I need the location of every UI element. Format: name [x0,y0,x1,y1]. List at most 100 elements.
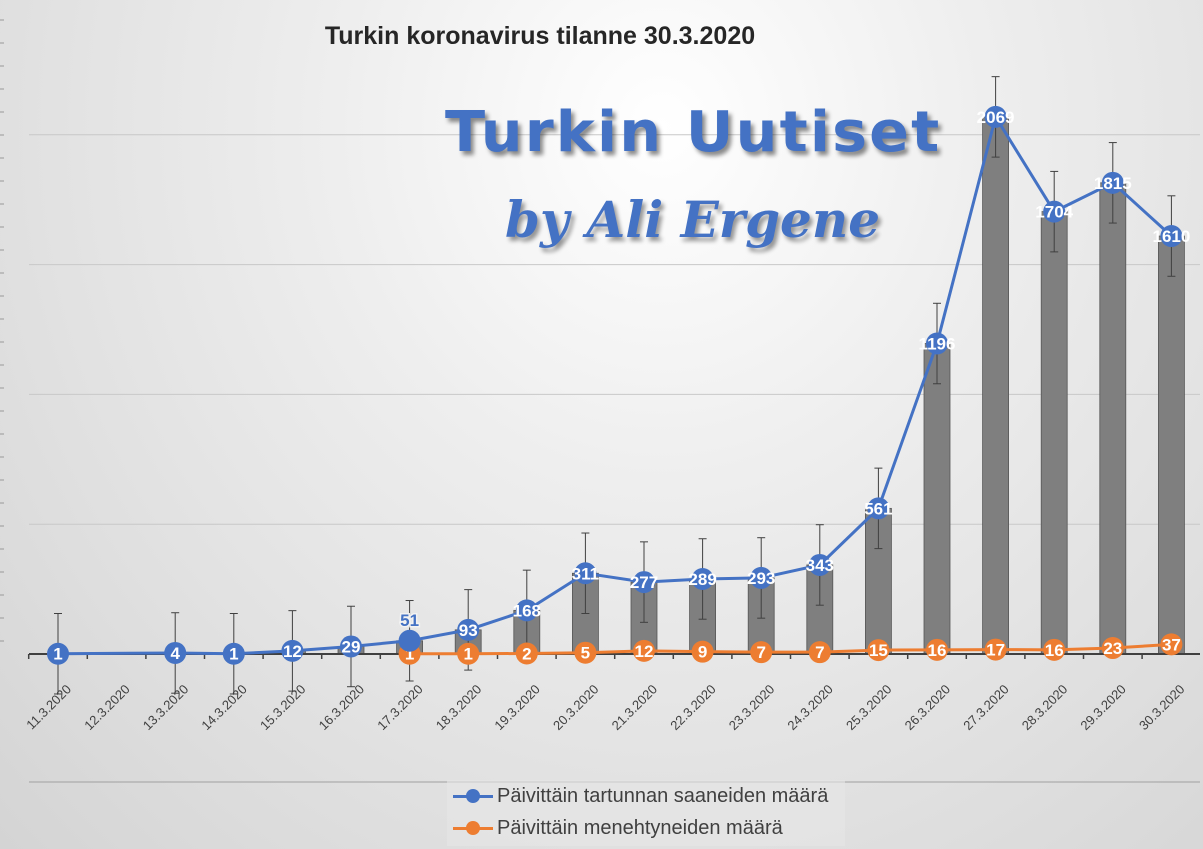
bar [982,116,1009,655]
infections-data-label: 289 [688,570,716,589]
bar [923,343,951,655]
deaths-data-label: 9 [698,643,707,662]
infections-data-label: 12 [283,642,302,661]
legend-swatch-deaths [453,821,493,835]
infections-marker [1101,171,1124,194]
deaths-marker [1160,633,1183,656]
deaths-marker [1101,637,1124,660]
infections-data-label: 277 [630,573,658,592]
infections-data-label: 51 [400,611,419,630]
deaths-marker [808,641,831,664]
infections-marker [457,618,480,641]
infections-data-label: 1815 [1094,174,1132,193]
infections-marker [1160,225,1183,248]
infections-marker [984,105,1007,128]
deaths-data-label: 23 [1103,639,1122,658]
infections-marker [222,642,245,665]
x-tick-label: 23.3.2020 [726,682,778,734]
deaths-data-label: 37 [1162,635,1181,654]
infections-marker [340,635,362,658]
infections-data-label: 1704 [1035,203,1073,222]
deaths-marker [574,641,597,664]
x-tick-label: 27.3.2020 [960,682,1012,734]
infections-data-label: 561 [864,499,892,518]
infections-marker [633,571,655,594]
deaths-marker [633,639,655,662]
bar [1099,182,1127,655]
infections-marker [281,639,304,662]
x-tick-label: 24.3.2020 [784,682,836,734]
x-tick-label: 19.3.2020 [491,682,543,734]
infections-marker [515,599,538,622]
infections-data-label: 1196 [919,335,956,354]
infections-marker [808,553,831,576]
infections-data-label: 1610 [1152,227,1190,246]
legend-item-infections: Päivittäin tartunnan saaneiden määrä [447,780,845,812]
chart-title: Turkin koronavirus tilanne 30.3.2020 [324,22,756,50]
deaths-data-label: 5 [581,644,590,663]
deaths-marker [750,641,773,664]
deaths-data-label: 15 [869,641,888,660]
deaths-data-label: 16 [1045,641,1064,660]
infections-data-label: 4 [170,644,180,663]
infections-data-label: 293 [747,569,775,588]
x-tick-label: 14.3.2020 [198,682,250,734]
x-tick-label: 18.3.2020 [433,682,485,734]
deaths-data-label: 16 [928,641,947,660]
infections-data-label: 2069 [977,108,1015,127]
infections-data-label: 311 [572,564,599,583]
x-tick-label: 16.3.2020 [316,682,368,734]
legend-label-deaths: Päivittäin menehtyneiden määrä [497,816,783,839]
x-tick-label: 22.3.2020 [667,682,719,734]
infections-data-label: 343 [806,556,834,575]
deaths-data-label: 1 [463,645,472,664]
deaths-data-label: 12 [635,642,654,661]
legend: Päivittäin tartunnan saaneiden määrä Päi… [447,780,845,846]
legend-swatch-infections [453,789,493,803]
x-tick-label: 13.3.2020 [140,682,192,734]
infections-marker [691,567,714,590]
deaths-data-label: 17 [986,641,1005,660]
x-tick-label: 12.3.2020 [81,682,133,734]
deaths-data-label: 2 [522,644,531,663]
infections-marker [926,332,948,355]
deaths-data-label: 7 [815,643,824,662]
x-tick-label: 28.3.2020 [1019,682,1071,734]
deaths-data-label: 1 [405,645,414,664]
deaths-marker [691,640,714,663]
deaths-marker [867,639,890,662]
x-tick-label: 21.3.2020 [609,682,661,734]
x-tick-label: 17.3.2020 [374,682,426,734]
infections-marker [867,497,890,520]
infections-marker [574,562,597,585]
x-tick-label: 26.3.2020 [902,682,954,734]
legend-item-deaths: Päivittäin menehtyneiden määrä [447,812,845,844]
legend-label-infections: Päivittäin tartunnan saaneiden määrä [497,784,829,807]
infections-data-label: 93 [459,621,478,640]
infections-data-label: 1 [53,645,62,664]
x-tick-label: 15.3.2020 [257,682,309,734]
infections-marker [164,641,187,664]
deaths-marker [926,638,948,661]
deaths-marker [457,642,480,665]
x-tick-label: 25.3.2020 [843,682,895,734]
infections-data-label: 29 [342,637,361,656]
x-tick-label: 29.3.2020 [1077,682,1129,734]
deaths-marker [515,642,538,665]
deaths-marker [984,638,1007,661]
x-tick-label: 11.3.2020 [23,682,74,733]
infections-data-label: 168 [513,601,541,620]
bar [1158,235,1185,655]
x-tick-label: 20.3.2020 [550,682,602,734]
x-tick-label: 30.3.2020 [1136,682,1188,734]
infections-marker [47,642,69,665]
infections-data-label: 1 [229,645,238,664]
logo-title: Turkin Uutiset [445,100,942,165]
infections-marker [398,629,421,652]
deaths-marker [1043,638,1066,661]
infections-marker [750,566,773,589]
deaths-data-label: 7 [756,643,765,662]
logo-subtitle: by Ali Ergene [505,190,880,249]
